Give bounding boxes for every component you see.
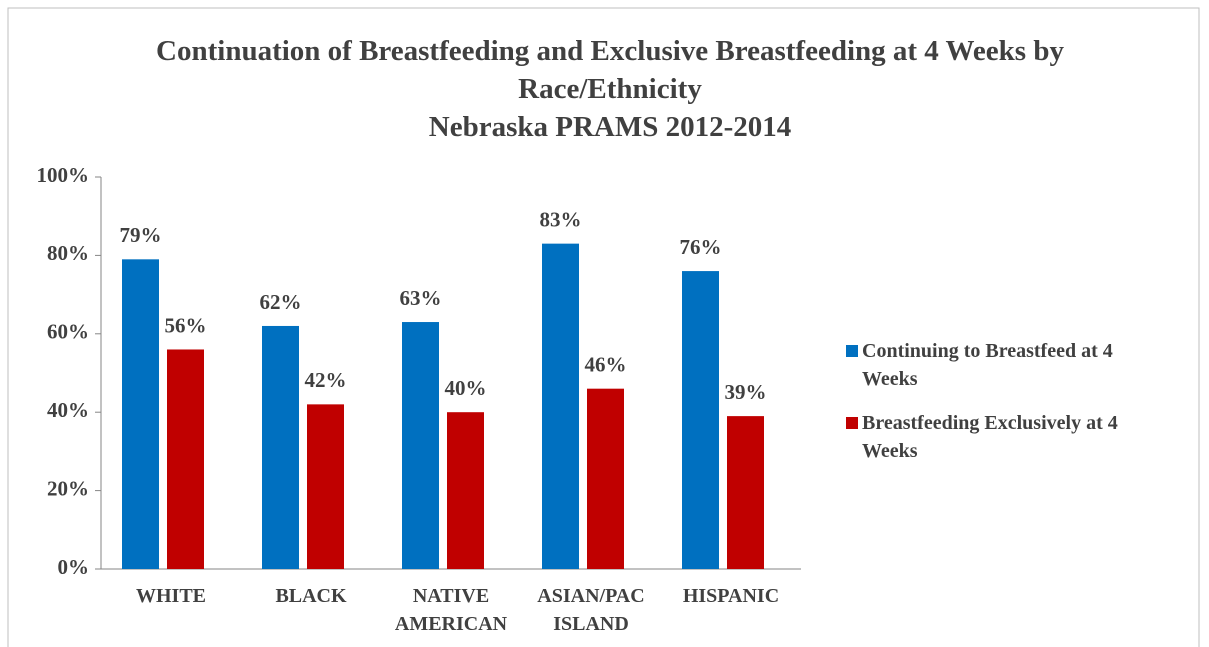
bar <box>262 325 299 569</box>
data-label: 39% <box>725 380 767 404</box>
x-tick-label: NATIVE AMERICAN <box>394 585 508 635</box>
chart-subtitle: Nebraska PRAMS 2012-2014 <box>428 111 792 143</box>
y-tick-label: 40% <box>47 398 89 422</box>
data-label: 40% <box>445 376 487 400</box>
data-label: 83% <box>540 207 582 231</box>
x-tick-label: HISPANIC <box>682 585 780 607</box>
bar <box>402 322 439 569</box>
y-tick-label: 0% <box>58 555 90 579</box>
legend-swatch <box>846 417 858 429</box>
y-tick-label: 80% <box>47 241 89 265</box>
x-tick-label: WHITE <box>135 585 207 607</box>
data-label: 63% <box>400 286 442 310</box>
bar <box>307 404 344 569</box>
legend-label: Continuing to Breastfeed at 4 Weeks <box>862 340 1113 390</box>
bar <box>542 243 579 569</box>
bar <box>122 259 159 569</box>
data-label: 46% <box>585 352 627 376</box>
legend-label: Breastfeeding Exclusively at 4 Weeks <box>862 412 1118 462</box>
y-tick-label: 60% <box>47 320 89 344</box>
data-label: 79% <box>120 223 162 247</box>
data-label: 62% <box>260 290 302 314</box>
x-tick-label: BLACK <box>275 585 347 607</box>
bar <box>587 388 624 569</box>
frame <box>7 7 1200 647</box>
x-tick-label: ASIAN/PAC ISLAND <box>537 585 645 635</box>
bar <box>447 412 484 569</box>
legend-swatch <box>846 345 858 357</box>
bar <box>727 416 764 569</box>
data-label: 42% <box>305 368 347 392</box>
bar <box>682 271 719 569</box>
data-label: 56% <box>165 313 207 337</box>
bar <box>167 349 204 569</box>
data-label: 76% <box>680 235 722 259</box>
y-tick-label: 100% <box>37 163 90 187</box>
y-tick-label: 20% <box>47 476 89 500</box>
chart-title: Continuation of Breastfeeding and Exclus… <box>156 35 1064 105</box>
